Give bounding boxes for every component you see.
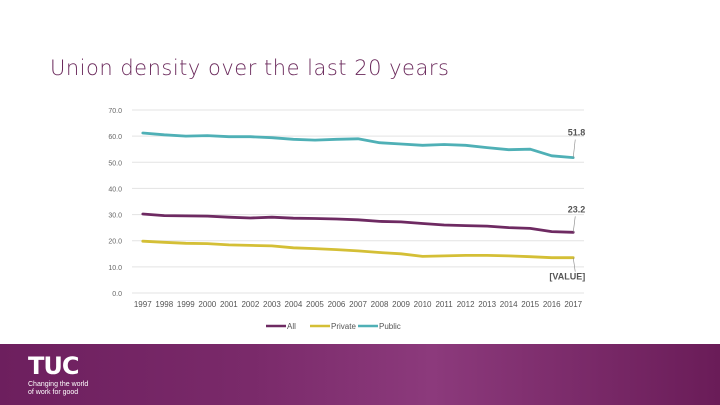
y-tick-label: 50.0 bbox=[108, 160, 122, 167]
logo-tagline: Changing the world of work for good bbox=[28, 381, 89, 396]
x-tick-label: 2014 bbox=[500, 300, 518, 309]
logo-text: TUC bbox=[28, 352, 79, 380]
x-tick-label: 2000 bbox=[198, 300, 216, 309]
x-tick-label: 1999 bbox=[177, 300, 195, 309]
y-tick-label: 40.0 bbox=[108, 186, 122, 193]
y-tick-label: 70.0 bbox=[108, 108, 122, 115]
slide-title: Union density over the last 20 years bbox=[50, 56, 450, 80]
y-tick-label: 20.0 bbox=[108, 239, 122, 246]
x-tick-label: 2010 bbox=[414, 300, 432, 309]
data-label-all: 23.2 bbox=[568, 204, 586, 214]
x-tick-label: 2008 bbox=[371, 300, 389, 309]
legend-label-all: All bbox=[287, 322, 296, 331]
union-density-chart: 0.0 10.0 20.0 30.0 40.0 50.0 60.0 70.0 1997 1998 1… bbox=[108, 108, 586, 331]
series-line-all bbox=[141, 212, 575, 234]
x-tick-label: 2013 bbox=[478, 300, 496, 309]
y-tick-label: 10.0 bbox=[108, 265, 122, 272]
series-line-public bbox=[141, 131, 575, 160]
legend-label-private: Private bbox=[331, 322, 356, 331]
y-tick-label: 30.0 bbox=[108, 213, 122, 220]
x-tick-label: 2005 bbox=[306, 300, 324, 309]
data-label-private: [VALUE] bbox=[549, 272, 585, 282]
data-label-leader bbox=[572, 216, 576, 233]
x-tick-label: 2003 bbox=[263, 300, 281, 309]
x-tick-label: 2001 bbox=[220, 300, 238, 309]
data-label-public: 51.8 bbox=[568, 128, 586, 138]
data-label-leader bbox=[572, 257, 576, 272]
x-tick-label: 1997 bbox=[134, 300, 152, 309]
x-tick-label: 2017 bbox=[564, 300, 582, 309]
tuc-logo: TUC Changing the world of work for good bbox=[28, 354, 92, 397]
x-tick-label: 2011 bbox=[435, 300, 453, 309]
y-tick-label: 0.0 bbox=[112, 291, 122, 298]
footer-banner bbox=[0, 344, 720, 405]
y-tick-label: 60.0 bbox=[108, 134, 122, 141]
x-tick-label: 1998 bbox=[155, 300, 173, 309]
data-label-leader bbox=[572, 139, 576, 158]
x-tick-label: 2004 bbox=[285, 300, 303, 309]
x-tick-label: 2016 bbox=[543, 300, 561, 309]
x-tick-label: 2007 bbox=[349, 300, 367, 309]
x-tick-label: 2015 bbox=[521, 300, 539, 309]
x-tick-label: 2006 bbox=[328, 300, 346, 309]
x-tick-label: 2012 bbox=[457, 300, 475, 309]
series-line-private bbox=[141, 239, 575, 260]
x-tick-label: 2009 bbox=[392, 300, 410, 309]
legend-label-public: Public bbox=[379, 322, 401, 331]
x-tick-label: 2002 bbox=[241, 300, 259, 309]
